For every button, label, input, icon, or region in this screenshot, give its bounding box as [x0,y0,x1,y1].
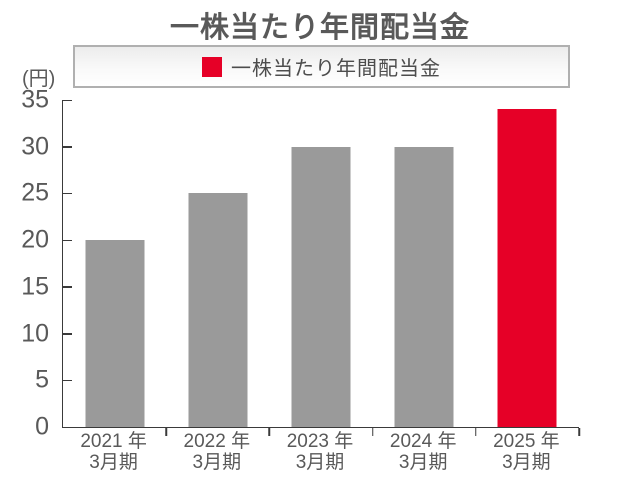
x-tick-4 [475,428,477,436]
legend-label: 一株当たり年間配当金 [231,58,441,80]
y-tick-25 [63,192,72,195]
legend-box: 一株当たり年間配当金 [73,45,570,88]
x-category-label-2023年: 2023 年 3月期 [286,431,354,473]
y-tick-label-35: 35 [21,85,49,114]
x-category-label-2024年: 2024 年 3月期 [389,431,457,473]
y-tick-10 [63,333,72,335]
y-tick-label-30: 30 [21,132,49,161]
y-tick-35 [63,99,72,101]
legend-swatch-icon [202,56,222,77]
y-axis-labels: 0 5 10 15 20 25 30 35 [0,87,54,439]
chart-title: 一株当たり年間配当金 [169,12,470,44]
bar-2021年 [85,240,145,427]
y-axis-unit-label: (円) [22,68,56,90]
x-category-label-2025年: 2025 年 3月期 [493,431,560,473]
x-tick-1 [165,428,167,436]
x-category-label-2021年: 2021 年 3月期 [80,431,147,473]
y-tick-15 [63,286,72,288]
y-tick-label-25: 25 [21,178,49,207]
x-tick-3 [371,428,374,436]
y-tick-20 [63,239,72,242]
bar-2022年 [188,193,248,427]
x-category-label-2022年: 2022 年 3月期 [183,431,251,473]
y-tick-30 [63,146,72,148]
y-tick-label-20: 20 [21,225,49,254]
y-tick-label-5: 5 [35,365,49,394]
bar-2024年 [394,146,454,427]
x-tick-5 [578,428,580,436]
x-axis-labels: 2021 年 3月期 2022 年 3月期 2023 年 3月期 2024 年 3月期 2025… [62,431,578,477]
bar-2025年 [497,109,557,427]
y-tick-label-10: 10 [21,319,49,348]
y-tick-5 [63,379,72,382]
plot-area [62,99,580,436]
y-tick-label-15: 15 [21,272,49,301]
x-tick-2 [268,428,271,436]
bar-2023年 [291,146,351,427]
y-tick-label-0: 0 [35,412,49,441]
